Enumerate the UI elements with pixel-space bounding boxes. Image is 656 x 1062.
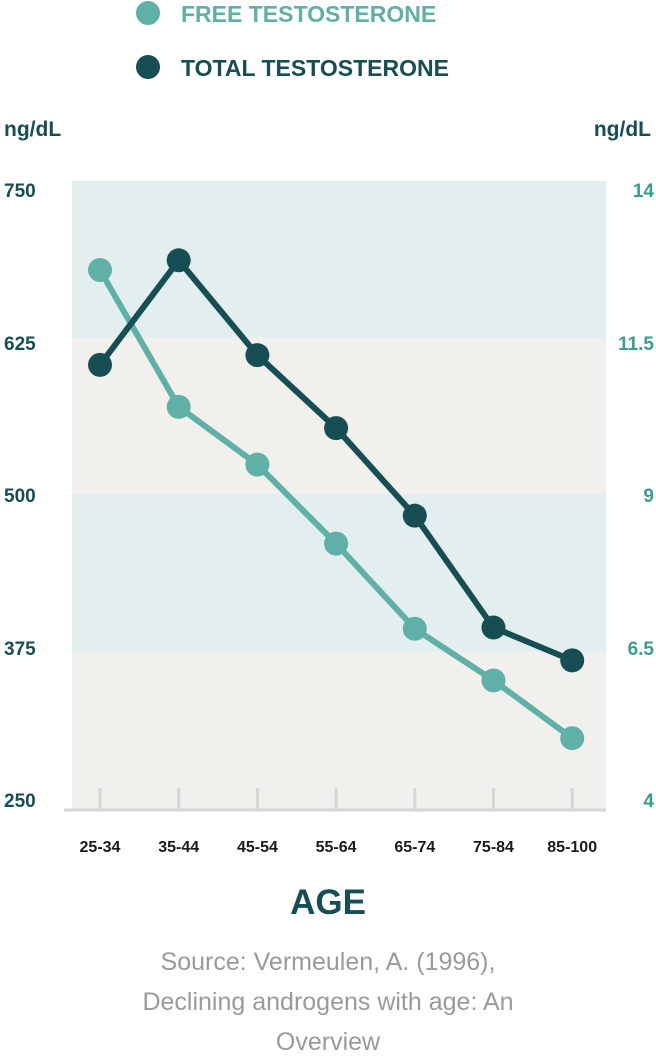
left-tick-label: 625 [4,334,36,355]
legend-total-label: TOTAL TESTOSTERONE [181,55,449,81]
free-testosterone-point [166,394,191,419]
x-tick-label: 75-84 [473,839,514,856]
left-tick-label: 750 [4,181,36,202]
source-citation: Source: Vermeulen, A. (1996), Declining … [0,942,656,1062]
free-testosterone-point [88,258,112,283]
total-testosterone-point [324,416,349,441]
right-tick-label: 14 [633,181,655,202]
free-testosterone-point [560,726,585,751]
left-unit-label: ng/dL [4,118,61,141]
x-tick-marks [98,788,574,810]
band-4 [72,652,606,810]
x-tick-label: 45-54 [237,839,278,856]
right-tick-label: 4 [643,791,654,812]
right-tick-label: 6.5 [628,639,655,660]
left-axis: 750 625 500 375 250 [4,181,36,812]
source-line: Overview [275,1028,381,1056]
source-line: Source: Vermeulen, A. (1996), [160,948,496,976]
left-tick-label: 500 [4,486,36,507]
x-tick-labels: 25-34 35-44 45-54 55-64 65-74 75-84 85-100 [80,839,598,856]
total-testosterone-point [88,352,112,377]
free-testosterone-point [402,616,427,641]
legend: FREE TESTOSTERONE TOTAL TESTOSTERONE [136,1,449,81]
legend-free-label: FREE TESTOSTERONE [181,1,436,27]
x-tick-label: 65-74 [394,839,435,856]
x-tick-label: 55-64 [316,839,357,856]
x-axis: 25-34 35-44 45-54 55-64 65-74 75-84 85-100 [64,788,606,856]
plot-background [72,181,606,810]
total-testosterone-point [245,343,270,368]
total-testosterone-point [402,503,427,528]
free-testosterone-point [245,452,270,477]
legend-total-marker [136,55,160,79]
free-testosterone-point [324,531,349,556]
right-tick-label: 11.5 [618,334,654,355]
band-3 [72,494,606,652]
x-tick-label: 35-44 [158,839,199,856]
right-tick-label: 9 [643,486,654,507]
x-tick-label: 85-100 [547,839,597,856]
right-unit-label: ng/dL [594,118,651,141]
band-1 [72,181,606,338]
total-testosterone-point [166,248,191,273]
source-line: Declining androgens with age: An [142,988,514,1016]
x-tick-label: 25-34 [80,839,121,856]
total-testosterone-point [481,615,506,640]
left-tick-label: 375 [4,639,36,660]
left-tick-label: 250 [4,791,36,812]
total-testosterone-point [560,648,585,673]
x-axis-title: AGE [290,883,366,922]
right-axis: 14 11.5 9 6.5 4 [618,181,654,812]
series-layer [88,248,585,751]
band-2 [72,338,606,494]
legend-free-marker [136,1,160,25]
free-testosterone-point [481,668,506,693]
